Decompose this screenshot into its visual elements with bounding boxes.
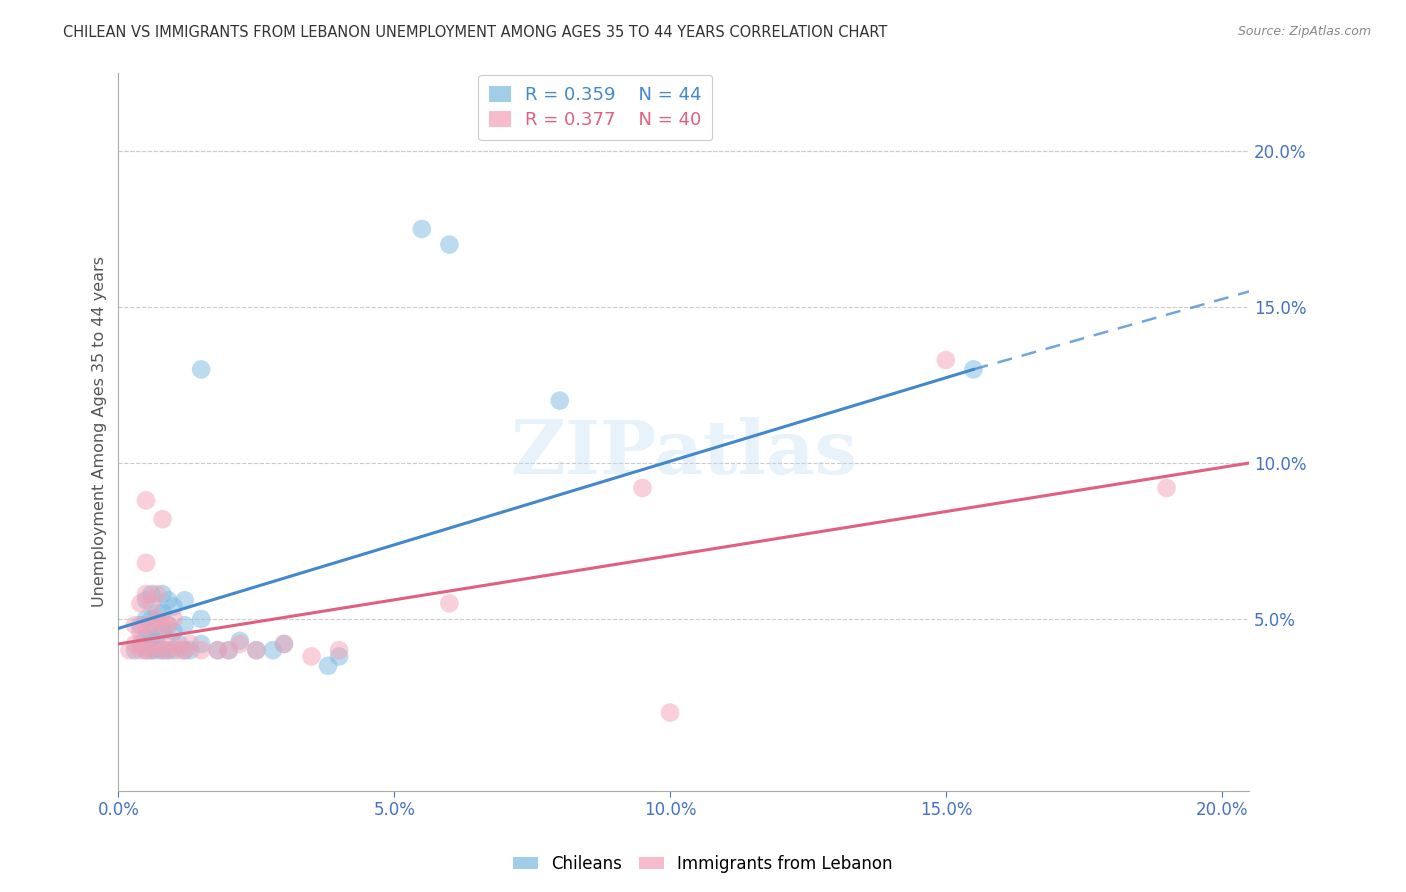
Point [135, 593, 157, 607]
Point [962, 362, 984, 376]
Point [631, 481, 654, 495]
Point [141, 643, 163, 657]
Point [162, 624, 184, 639]
Point [162, 612, 184, 626]
Point [135, 612, 157, 626]
Point [262, 643, 284, 657]
Point [129, 618, 152, 632]
Point [152, 618, 174, 632]
Point [135, 643, 157, 657]
Point [179, 637, 201, 651]
Point [135, 587, 157, 601]
Point [146, 643, 169, 657]
Point [146, 606, 169, 620]
Point [146, 637, 169, 651]
Point [316, 658, 339, 673]
Point [141, 587, 163, 601]
Point [548, 393, 571, 408]
Point [173, 593, 195, 607]
Point [146, 587, 169, 601]
Point [245, 643, 267, 657]
Point [207, 643, 229, 657]
Point [157, 643, 180, 657]
Point [118, 643, 141, 657]
Y-axis label: Unemployment Among Ages 35 to 44 years: Unemployment Among Ages 35 to 44 years [93, 256, 107, 607]
Point [659, 706, 682, 720]
Point [152, 512, 174, 526]
Point [124, 637, 146, 651]
Point [173, 618, 195, 632]
Point [190, 362, 212, 376]
Point [141, 596, 163, 610]
Point [152, 606, 174, 620]
Point [411, 222, 433, 236]
Point [162, 637, 184, 651]
Point [124, 618, 146, 632]
Point [179, 643, 201, 657]
Point [146, 612, 169, 626]
Point [328, 643, 350, 657]
Legend: R = 0.359    N = 44, R = 0.377    N = 40: R = 0.359 N = 44, R = 0.377 N = 40 [478, 75, 713, 140]
Point [141, 618, 163, 632]
Point [162, 643, 184, 657]
Point [190, 643, 212, 657]
Point [1156, 481, 1178, 495]
Point [141, 631, 163, 645]
Point [328, 649, 350, 664]
Point [129, 637, 152, 651]
Point [124, 643, 146, 657]
Point [129, 624, 152, 639]
Point [162, 599, 184, 614]
Point [135, 618, 157, 632]
Point [157, 618, 180, 632]
Text: Source: ZipAtlas.com: Source: ZipAtlas.com [1237, 25, 1371, 38]
Point [229, 633, 252, 648]
Point [207, 643, 229, 657]
Point [167, 643, 190, 657]
Point [146, 627, 169, 641]
Legend: Chileans, Immigrants from Lebanon: Chileans, Immigrants from Lebanon [506, 848, 900, 880]
Point [129, 643, 152, 657]
Point [152, 643, 174, 657]
Point [173, 643, 195, 657]
Point [935, 353, 957, 368]
Point [152, 587, 174, 601]
Point [141, 643, 163, 657]
Point [152, 624, 174, 639]
Point [218, 643, 240, 657]
Point [141, 612, 163, 626]
Point [218, 643, 240, 657]
Point [439, 237, 461, 252]
Point [157, 618, 180, 632]
Point [157, 593, 180, 607]
Text: ZIPatlas: ZIPatlas [510, 417, 858, 490]
Point [167, 637, 190, 651]
Point [229, 637, 252, 651]
Point [135, 643, 157, 657]
Point [135, 493, 157, 508]
Text: CHILEAN VS IMMIGRANTS FROM LEBANON UNEMPLOYMENT AMONG AGES 35 TO 44 YEARS CORREL: CHILEAN VS IMMIGRANTS FROM LEBANON UNEMP… [63, 25, 887, 40]
Point [152, 643, 174, 657]
Point [273, 637, 295, 651]
Point [439, 596, 461, 610]
Point [245, 643, 267, 657]
Point [190, 612, 212, 626]
Point [190, 637, 212, 651]
Point [135, 556, 157, 570]
Point [173, 643, 195, 657]
Point [135, 631, 157, 645]
Point [301, 649, 323, 664]
Point [129, 596, 152, 610]
Point [157, 643, 180, 657]
Point [273, 637, 295, 651]
